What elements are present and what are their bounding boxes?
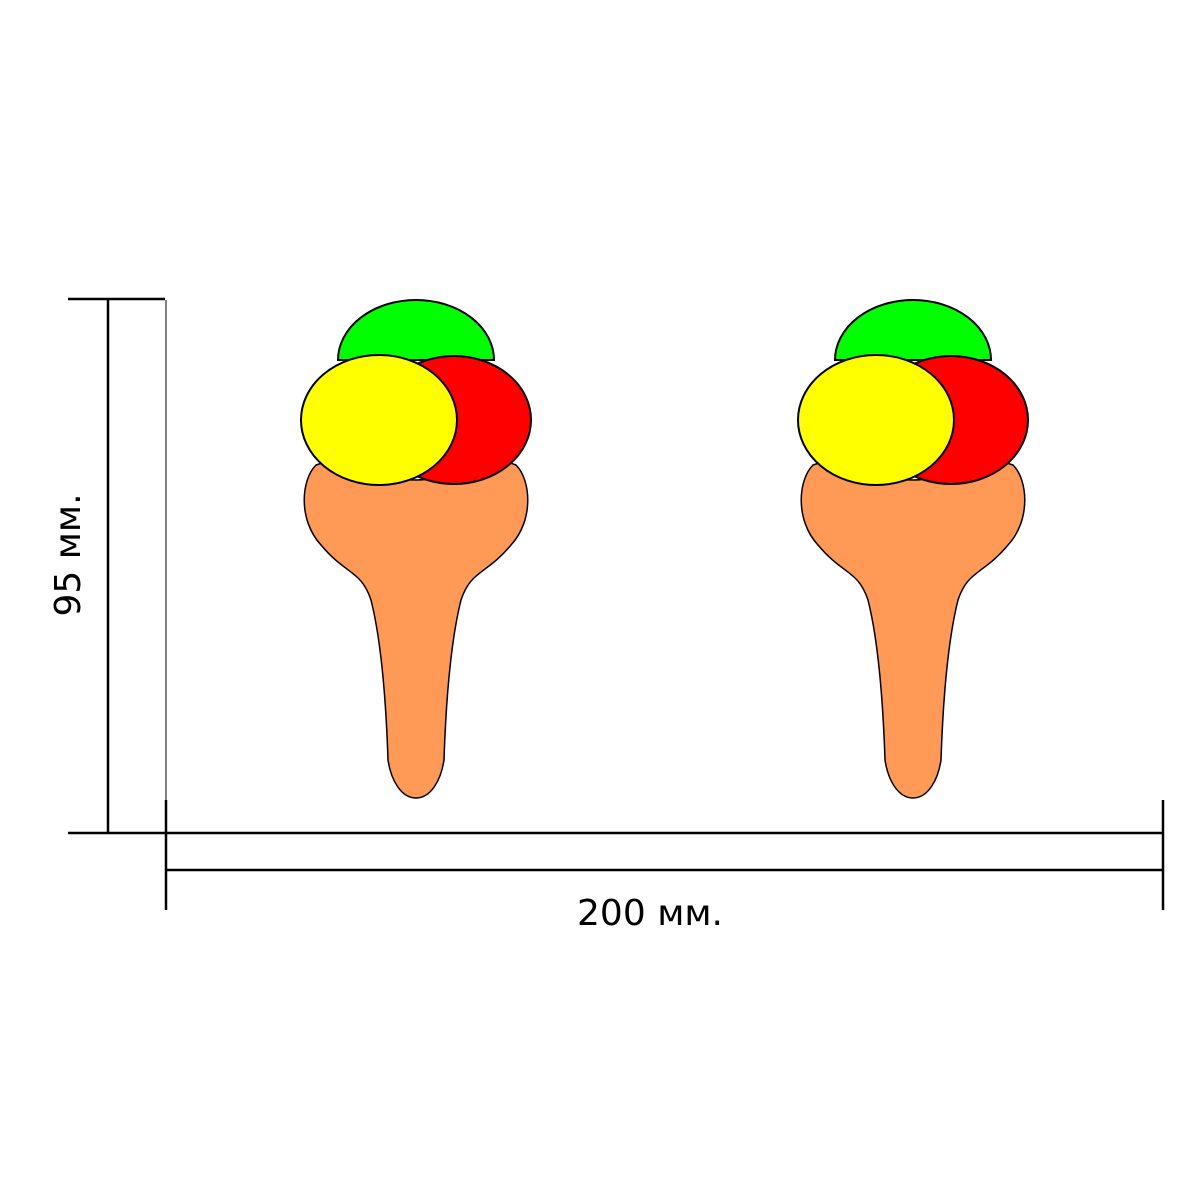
- height-label: 95 мм.: [48, 493, 89, 616]
- width-dimension: [164, 800, 1165, 910]
- ice-cream-left: [300, 299, 532, 799]
- ice-cream-right: [797, 299, 1029, 799]
- width-label: 200 мм.: [577, 893, 723, 934]
- height-dimension: [68, 297, 167, 835]
